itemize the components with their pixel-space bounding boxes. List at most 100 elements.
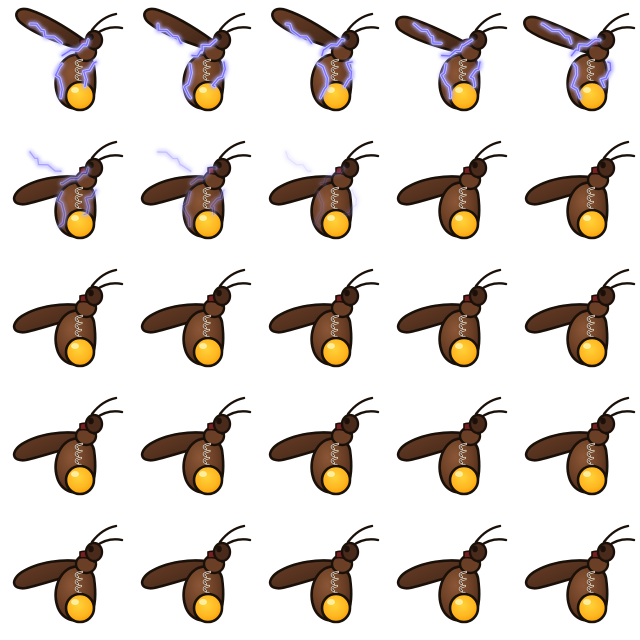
firefly-eye bbox=[216, 417, 222, 425]
sprite-frame bbox=[256, 0, 384, 128]
antenna-left bbox=[218, 140, 246, 160]
firefly-legs bbox=[202, 442, 212, 472]
leg-outline bbox=[203, 187, 211, 194]
leg-outline bbox=[75, 59, 83, 66]
firefly-eye bbox=[344, 289, 350, 297]
lantern-highlight bbox=[71, 87, 79, 93]
leg-outline bbox=[203, 73, 210, 80]
lantern-highlight bbox=[199, 343, 207, 349]
firefly-eye bbox=[216, 33, 222, 41]
electric-bolt bbox=[60, 167, 89, 185]
electric-bolt bbox=[182, 191, 191, 227]
electric-bolt bbox=[29, 23, 63, 44]
firefly-wing bbox=[143, 7, 214, 52]
leg-outline bbox=[75, 329, 82, 336]
firefly-lantern bbox=[576, 336, 608, 368]
firefly-lantern bbox=[320, 464, 352, 496]
electric-bolt bbox=[441, 39, 473, 57]
leg-outline bbox=[587, 66, 594, 73]
firefly-lantern bbox=[448, 336, 480, 368]
electric-bolt bbox=[285, 23, 313, 44]
firefly-lantern bbox=[64, 336, 96, 368]
leg-outline bbox=[459, 201, 466, 208]
firefly-head bbox=[596, 541, 616, 563]
sprite-frame bbox=[384, 384, 512, 512]
firefly-sprite bbox=[140, 396, 252, 496]
leg-outline bbox=[587, 443, 595, 450]
electric-effect bbox=[28, 22, 98, 100]
leg-outline bbox=[331, 59, 339, 66]
leg-outline bbox=[587, 201, 594, 208]
electric-bolt bbox=[570, 38, 601, 57]
firefly-sprite bbox=[268, 140, 380, 240]
antenna-left bbox=[218, 524, 246, 544]
firefly-eye bbox=[472, 545, 478, 553]
firefly-sprite bbox=[396, 524, 508, 624]
leg-outline bbox=[459, 194, 466, 201]
leg-outline bbox=[459, 73, 466, 80]
firefly-eye bbox=[472, 161, 478, 169]
firefly-eye bbox=[472, 33, 478, 41]
firefly-eye bbox=[472, 417, 478, 425]
firefly-lantern bbox=[64, 80, 96, 112]
antenna-left bbox=[218, 268, 246, 288]
firefly-sprite bbox=[12, 268, 124, 368]
leg-outline bbox=[75, 187, 83, 194]
firefly-sprite bbox=[524, 524, 636, 624]
lantern-highlight bbox=[583, 471, 591, 477]
leg-outline bbox=[459, 315, 467, 322]
leg-outline bbox=[331, 322, 338, 329]
antenna-left bbox=[474, 396, 502, 416]
firefly-head bbox=[84, 285, 104, 307]
leg-outline bbox=[587, 59, 595, 66]
firefly-sprite bbox=[524, 268, 636, 368]
lantern-highlight bbox=[583, 87, 591, 93]
electric-bolt bbox=[83, 189, 97, 216]
firefly-sprite bbox=[524, 140, 636, 240]
leg-outline bbox=[331, 457, 338, 464]
firefly-head bbox=[212, 541, 232, 563]
leg-outline bbox=[75, 457, 82, 464]
sprite-frame bbox=[512, 128, 640, 256]
firefly-eye bbox=[344, 545, 350, 553]
leg-outline bbox=[587, 585, 594, 592]
firefly-eye bbox=[88, 289, 94, 297]
leg-outline bbox=[75, 571, 83, 578]
lantern-highlight bbox=[455, 215, 463, 221]
sprite-frame bbox=[384, 0, 512, 128]
firefly-eye bbox=[600, 545, 606, 553]
firefly-sprite bbox=[395, 12, 508, 112]
leg-outline bbox=[203, 315, 211, 322]
firefly-lantern bbox=[192, 592, 224, 624]
leg-outline bbox=[331, 187, 339, 194]
firefly-sprite bbox=[523, 12, 636, 112]
firefly-head bbox=[212, 285, 232, 307]
firefly-sprite bbox=[268, 524, 380, 624]
firefly-lantern bbox=[64, 208, 96, 240]
firefly-head bbox=[468, 157, 488, 179]
antenna-left bbox=[474, 140, 502, 160]
leg-outline bbox=[459, 443, 467, 450]
leg-outline bbox=[331, 585, 338, 592]
leg-outline bbox=[331, 201, 338, 208]
sprite-frame bbox=[512, 512, 640, 640]
firefly-head bbox=[468, 285, 488, 307]
antenna-left bbox=[90, 268, 118, 288]
firefly-eye bbox=[216, 289, 222, 297]
electric-bolt-glow bbox=[284, 150, 312, 173]
firefly-eye bbox=[344, 33, 350, 41]
antenna-left bbox=[602, 524, 630, 544]
leg-outline bbox=[331, 329, 338, 336]
firefly-sprite bbox=[396, 396, 508, 496]
firefly-sprite bbox=[140, 140, 252, 240]
firefly-lantern bbox=[64, 464, 96, 496]
firefly-lantern bbox=[320, 336, 352, 368]
firefly-eye bbox=[600, 33, 606, 41]
firefly-head bbox=[212, 413, 232, 435]
sprite-frame bbox=[128, 512, 256, 640]
leg-outline bbox=[459, 66, 466, 73]
leg-outline bbox=[75, 578, 82, 585]
electric-bolt bbox=[413, 23, 442, 44]
leg-outline bbox=[203, 201, 210, 208]
